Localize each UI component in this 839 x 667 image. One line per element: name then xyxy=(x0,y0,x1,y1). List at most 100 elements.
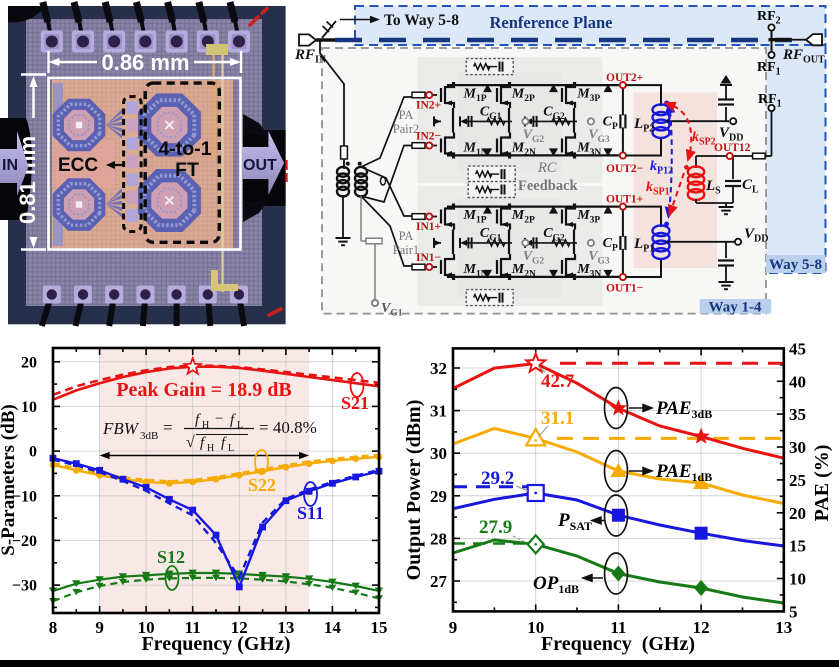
svg-text:M2N: M2N xyxy=(511,262,536,280)
svg-text:M1P: M1P xyxy=(463,208,487,226)
svg-text:L: L xyxy=(237,420,243,431)
svg-text:Feedback: Feedback xyxy=(518,178,579,194)
svg-text:15: 15 xyxy=(789,537,806,556)
svg-text:FBW: FBW xyxy=(102,419,140,438)
svg-text:Way 5-8: Way 5-8 xyxy=(769,257,822,273)
svg-text:12: 12 xyxy=(693,618,710,637)
svg-text:20: 20 xyxy=(789,504,806,523)
svg-text:RFIN: RFIN xyxy=(294,47,327,66)
svg-text:LP2: LP2 xyxy=(633,116,654,135)
svg-text:OUT2−: OUT2− xyxy=(606,163,643,175)
svg-text:LP1: LP1 xyxy=(633,236,654,255)
svg-text:Pair1: Pair1 xyxy=(393,243,419,257)
svg-text:H: H xyxy=(202,420,209,431)
svg-text:31: 31 xyxy=(430,402,447,421)
svg-text:kP12: kP12 xyxy=(650,159,673,177)
svg-text:f: f xyxy=(200,435,206,451)
svg-text:M2N: M2N xyxy=(511,141,536,159)
svg-text:CG1: CG1 xyxy=(480,226,502,244)
svg-text:OUT: OUT xyxy=(243,157,277,174)
svg-text:IN: IN xyxy=(2,157,18,174)
svg-text:−: − xyxy=(215,411,223,427)
svg-text:H: H xyxy=(207,443,214,454)
svg-text:M2P: M2P xyxy=(511,87,535,105)
svg-text:VDD: VDD xyxy=(719,125,743,144)
svg-text:f: f xyxy=(230,412,236,428)
svg-text:RF1: RF1 xyxy=(758,92,782,110)
svg-text:Frequency (GHz): Frequency (GHz) xyxy=(541,633,695,655)
svg-text:RC: RC xyxy=(537,160,557,176)
svg-text:32: 32 xyxy=(430,359,447,378)
svg-text:M1N: M1N xyxy=(463,262,488,280)
svg-text:Frequency (GHz): Frequency (GHz) xyxy=(141,633,290,655)
svg-text:PSAT: PSAT xyxy=(557,510,592,533)
svg-text:To Way 5-8: To Way 5-8 xyxy=(384,12,459,29)
svg-text:f: f xyxy=(221,435,227,451)
svg-text:−10: −10 xyxy=(12,488,37,505)
svg-text:VG3: VG3 xyxy=(588,249,610,267)
svg-text:S11: S11 xyxy=(297,503,324,523)
svg-text:M2P: M2P xyxy=(511,208,535,226)
svg-text:M3P: M3P xyxy=(576,208,600,226)
svg-text:Peak Gain = 18.9 dB: Peak Gain = 18.9 dB xyxy=(116,379,291,401)
svg-text:5: 5 xyxy=(789,602,798,621)
svg-text:PAE (%): PAE (%) xyxy=(811,445,833,522)
svg-text:VDD: VDD xyxy=(744,226,768,245)
svg-text:11: 11 xyxy=(610,618,626,637)
svg-text:4-to-1: 4-to-1 xyxy=(158,138,211,160)
svg-text:31.1: 31.1 xyxy=(541,408,574,429)
svg-text:9: 9 xyxy=(449,618,458,637)
svg-text:IN1−: IN1− xyxy=(416,252,441,264)
svg-text:=: = xyxy=(163,418,173,437)
svg-text:−20: −20 xyxy=(12,533,37,550)
svg-text:15: 15 xyxy=(371,618,388,637)
svg-text:CG1: CG1 xyxy=(480,104,502,122)
svg-text:CP: CP xyxy=(603,236,618,254)
svg-text:OP1dB: OP1dB xyxy=(533,573,579,596)
svg-text:PAE1dB: PAE1dB xyxy=(655,461,712,484)
svg-text:−30: −30 xyxy=(12,578,37,595)
svg-text:8: 8 xyxy=(49,618,58,637)
svg-text:S-Parameters (dB): S-Parameters (dB) xyxy=(0,404,19,555)
svg-text:25: 25 xyxy=(789,471,806,490)
svg-text:M3N: M3N xyxy=(576,262,601,280)
svg-text:13: 13 xyxy=(775,618,792,637)
svg-text:VG1: VG1 xyxy=(381,301,403,319)
svg-text:IN2+: IN2+ xyxy=(416,100,441,112)
svg-text:OUT1−: OUT1− xyxy=(606,283,643,295)
svg-text:S22: S22 xyxy=(248,475,276,495)
svg-text:√: √ xyxy=(186,434,195,451)
svg-text:CG2: CG2 xyxy=(543,226,565,244)
svg-text:CL: CL xyxy=(742,177,759,196)
svg-text:S12: S12 xyxy=(157,547,185,567)
svg-text:10: 10 xyxy=(138,618,155,637)
svg-text:13: 13 xyxy=(277,618,294,637)
svg-text:RF1: RF1 xyxy=(757,60,781,78)
svg-text:VG2: VG2 xyxy=(523,249,545,267)
svg-text:45: 45 xyxy=(789,339,806,358)
svg-text:Output Power (dBm): Output Power (dBm) xyxy=(403,400,425,581)
svg-text:CG2: CG2 xyxy=(543,104,565,122)
svg-text:27: 27 xyxy=(430,572,448,591)
svg-text:40: 40 xyxy=(789,372,806,391)
svg-text:27.9: 27.9 xyxy=(479,517,512,538)
svg-text:LS: LS xyxy=(705,178,721,197)
svg-text:VG2: VG2 xyxy=(523,127,545,145)
svg-text:10: 10 xyxy=(21,399,37,416)
svg-text:OUT2+: OUT2+ xyxy=(606,72,643,84)
svg-text:29.2: 29.2 xyxy=(481,468,514,489)
svg-text:VG3: VG3 xyxy=(588,127,610,145)
svg-text:35: 35 xyxy=(789,405,806,424)
svg-text:M3P: M3P xyxy=(576,87,600,105)
svg-text:Renference Plane: Renference Plane xyxy=(490,13,613,32)
svg-text:RFOUT: RFOUT xyxy=(782,47,825,66)
svg-text:12: 12 xyxy=(231,618,248,637)
svg-text:IN2−: IN2− xyxy=(416,131,441,143)
svg-text:29: 29 xyxy=(430,487,447,506)
svg-text:9: 9 xyxy=(95,618,104,637)
svg-text:20: 20 xyxy=(21,354,37,371)
svg-text:L: L xyxy=(228,443,234,454)
svg-text:0: 0 xyxy=(29,444,37,461)
svg-text:28: 28 xyxy=(430,529,447,548)
svg-text:OUT1+: OUT1+ xyxy=(606,194,643,206)
